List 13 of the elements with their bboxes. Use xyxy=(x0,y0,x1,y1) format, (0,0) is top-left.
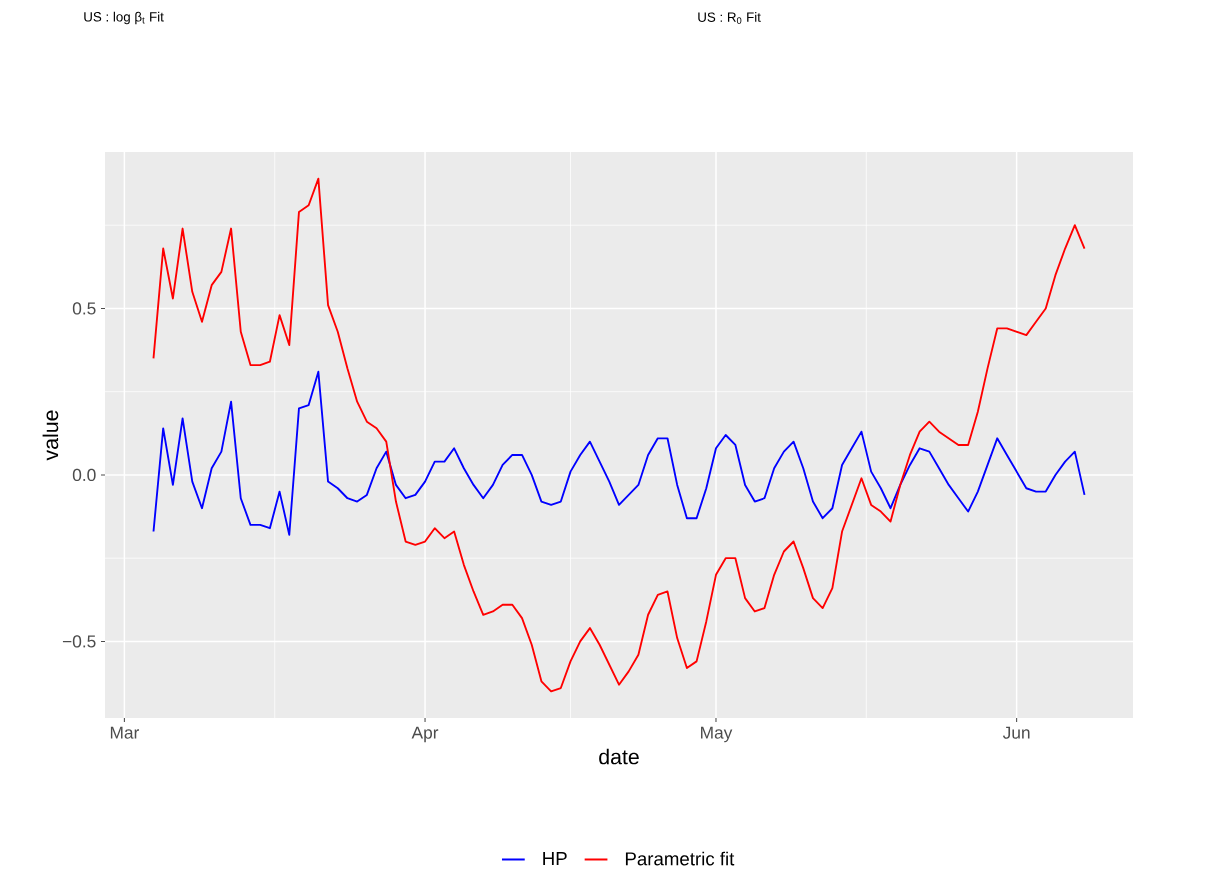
legend-label: Parametric fit xyxy=(625,851,735,866)
text: US : R$_{0}$ Fit xyxy=(698,12,761,24)
x-axis-title: date xyxy=(599,748,639,765)
x-tick-label: Jun xyxy=(1002,726,1030,739)
y-tick-label: −0.5 xyxy=(62,635,96,648)
y-axis-title: value xyxy=(42,410,59,461)
x-tick-label: Apr xyxy=(411,726,439,743)
text: US : log β$_{t}$ Fit xyxy=(84,11,164,25)
x-tick-label: Mar xyxy=(110,726,140,739)
y-tick-label: 0.5 xyxy=(72,302,96,315)
y-tick-label: 0.0 xyxy=(72,468,96,482)
legend-label: HP xyxy=(543,852,567,865)
x-tick-label: May xyxy=(701,726,733,743)
